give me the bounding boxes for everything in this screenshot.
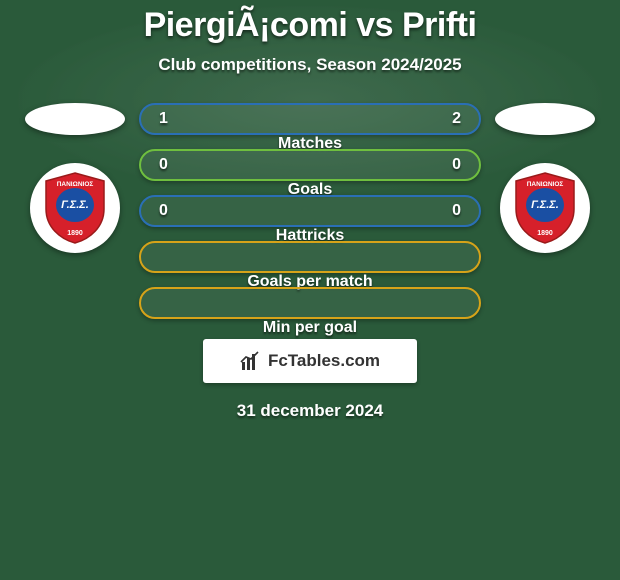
page-title: PiergiÃ¡comi vs Prifti — [0, 6, 620, 45]
date-text: 31 december 2024 — [0, 401, 620, 421]
bar-chart-icon — [240, 350, 262, 372]
left-side: ΠΑΝΙΩΝΙΟΣ Γ.Σ.Σ. 1890 — [25, 103, 125, 253]
svg-text:ΠΑΝΙΩΝΙΟΣ: ΠΑΝΙΩΝΙΟΣ — [527, 181, 564, 188]
stat-right-value: 0 — [447, 156, 461, 174]
stat-row: Min per goal — [139, 287, 481, 319]
stat-bar — [139, 241, 481, 273]
shield-icon: ΠΑΝΙΩΝΙΟΣ Γ.Σ.Σ. 1890 — [512, 171, 578, 245]
stat-left-value: 0 — [159, 202, 173, 220]
svg-text:Γ.Σ.Σ.: Γ.Σ.Σ. — [531, 199, 559, 211]
stat-bar: 00 — [139, 149, 481, 181]
stat-row: 00Hattricks — [139, 195, 481, 227]
player-left-placeholder — [25, 103, 125, 135]
main-row: ΠΑΝΙΩΝΙΟΣ Γ.Σ.Σ. 1890 12Matches00Goals00… — [0, 103, 620, 319]
stat-bar: 12 — [139, 103, 481, 135]
stat-row: 12Matches — [139, 103, 481, 135]
right-side: ΠΑΝΙΩΝΙΟΣ Γ.Σ.Σ. 1890 — [495, 103, 595, 253]
svg-text:1890: 1890 — [537, 230, 553, 237]
club-crest-left: ΠΑΝΙΩΝΙΟΣ Γ.Σ.Σ. 1890 — [30, 163, 120, 253]
shield-icon: ΠΑΝΙΩΝΙΟΣ Γ.Σ.Σ. 1890 — [42, 171, 108, 245]
svg-text:Γ.Σ.Σ.: Γ.Σ.Σ. — [61, 199, 89, 211]
stat-right-value: 2 — [447, 110, 461, 128]
stat-row: 00Goals — [139, 149, 481, 181]
stats-bars: 12Matches00Goals00HattricksGoals per mat… — [139, 103, 481, 319]
stat-right-value: 0 — [447, 202, 461, 220]
watermark: FcTables.com — [203, 339, 417, 383]
watermark-text: FcTables.com — [268, 351, 380, 371]
subtitle: Club competitions, Season 2024/2025 — [0, 55, 620, 75]
svg-text:1890: 1890 — [67, 230, 83, 237]
stat-bar — [139, 287, 481, 319]
stat-row: Goals per match — [139, 241, 481, 273]
content: PiergiÃ¡comi vs Prifti Club competitions… — [0, 0, 620, 421]
stat-left-value: 1 — [159, 110, 173, 128]
stat-bar: 00 — [139, 195, 481, 227]
svg-text:ΠΑΝΙΩΝΙΟΣ: ΠΑΝΙΩΝΙΟΣ — [57, 181, 94, 188]
club-crest-right: ΠΑΝΙΩΝΙΟΣ Γ.Σ.Σ. 1890 — [500, 163, 590, 253]
player-right-placeholder — [495, 103, 595, 135]
stat-left-value: 0 — [159, 156, 173, 174]
stat-label: Min per goal — [263, 319, 357, 337]
